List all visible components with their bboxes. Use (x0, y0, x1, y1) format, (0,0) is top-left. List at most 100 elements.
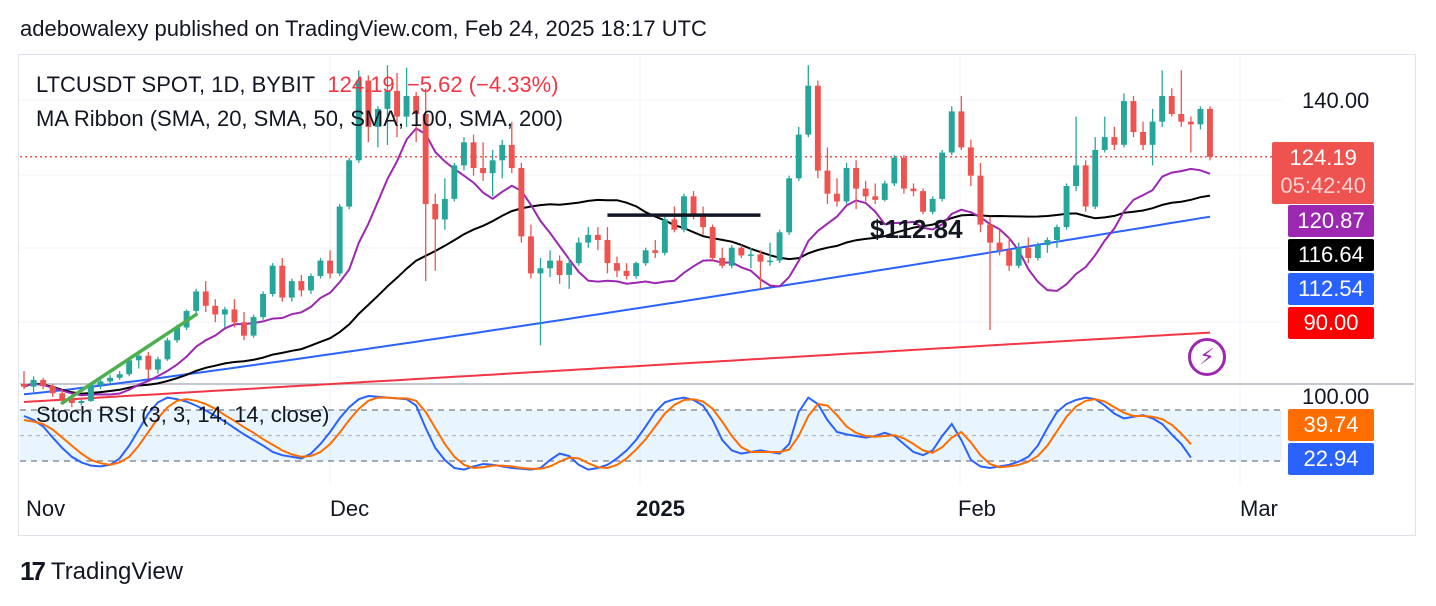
candle-body (853, 168, 859, 189)
candle-body (901, 157, 907, 189)
candle (145, 352, 152, 379)
candle-body (1054, 227, 1060, 240)
candle-body (862, 188, 869, 197)
candle (738, 245, 745, 258)
candle-body (767, 260, 773, 263)
publish-info: adebowalexy published on TradingView.com… (20, 16, 707, 41)
candle-body (413, 96, 420, 114)
candle (1034, 242, 1041, 261)
stoch-axis-tick: 100.00 (1302, 384, 1370, 409)
candle-body (164, 340, 171, 360)
candle-body (747, 254, 754, 256)
candle-body (269, 265, 276, 294)
candle-body (1159, 96, 1166, 122)
candle-body (116, 374, 123, 378)
candle (480, 142, 486, 181)
candle-body (107, 377, 113, 382)
time-axis-2025: 2025 (636, 496, 685, 521)
candle (135, 353, 142, 369)
candle-body (585, 234, 592, 243)
candle (97, 378, 104, 390)
candle (346, 157, 353, 210)
candle (719, 247, 726, 269)
candle-body (49, 386, 56, 394)
symbol-name[interactable]: LTCUSDT SPOT, 1D, BYBIT (36, 72, 316, 97)
candle (231, 299, 238, 328)
candle-body (422, 114, 429, 204)
candle-body (518, 168, 525, 237)
ma-ribbon-legend[interactable]: MA Ribbon (SMA, 20, SMA, 50, SMA, 100, S… (36, 106, 564, 131)
candle-body (719, 258, 726, 266)
candle (767, 242, 773, 266)
candle (461, 137, 467, 171)
candle-body (40, 379, 47, 387)
candle (107, 374, 113, 384)
candle (575, 237, 582, 266)
candle (881, 180, 888, 202)
candle (451, 162, 458, 202)
footer-brand[interactable]: 17 TradingView (20, 556, 183, 587)
trendline (60, 312, 198, 405)
candle-body (508, 144, 515, 168)
last-price-text: 124.19 (327, 72, 395, 97)
candle (891, 155, 898, 186)
candle (958, 96, 965, 150)
candle-body (489, 160, 496, 174)
candle-body (661, 219, 668, 253)
candle-body (298, 281, 305, 291)
candle-body (1197, 108, 1204, 125)
candle-body (135, 355, 142, 361)
candle-body (355, 80, 362, 161)
candle (901, 155, 907, 194)
candle-body (1015, 247, 1022, 266)
candle-body (432, 204, 439, 220)
candle (1025, 237, 1032, 264)
candle (920, 188, 926, 215)
candle (260, 291, 266, 320)
candle (977, 162, 984, 233)
candle (394, 72, 400, 138)
candle-body (604, 240, 611, 264)
candle-body (738, 247, 745, 256)
countdown-timer: 05:42:40 (1280, 173, 1366, 198)
candle-body (671, 219, 678, 230)
candle-body (690, 196, 697, 216)
candle-body (891, 157, 898, 184)
candle (241, 312, 247, 341)
lightning-icon[interactable]: ⚡ (1188, 338, 1226, 376)
candle (374, 106, 381, 148)
candle-body (547, 260, 553, 269)
candle-body (403, 96, 410, 117)
candle (652, 240, 659, 258)
candle (384, 65, 391, 145)
candle (470, 134, 477, 176)
candle (700, 206, 706, 235)
candle (1092, 137, 1099, 210)
candle-body (948, 111, 955, 153)
candle-body (1130, 101, 1137, 132)
candle-body (154, 359, 161, 370)
candle-body (241, 322, 247, 336)
candle-body (814, 85, 821, 171)
candle (1006, 237, 1013, 271)
candle (862, 180, 869, 202)
candle-body (1082, 165, 1089, 207)
candle (1140, 121, 1146, 150)
candle-body (1121, 101, 1127, 145)
candle (508, 121, 515, 174)
candle (872, 183, 879, 204)
candle-body (88, 385, 94, 401)
candle-body (212, 305, 219, 315)
candle-body (987, 224, 993, 243)
candle (518, 162, 525, 243)
candle (948, 106, 955, 156)
candle (795, 126, 802, 181)
candle-body (1025, 247, 1032, 258)
candle-body (757, 254, 764, 262)
stoch-rsi-legend[interactable]: Stoch RSI (3, 3, 14, 14, close) (36, 402, 330, 427)
candle (642, 247, 649, 266)
candle-body (193, 291, 200, 311)
candle-body (700, 215, 706, 228)
candle-body (929, 198, 936, 212)
